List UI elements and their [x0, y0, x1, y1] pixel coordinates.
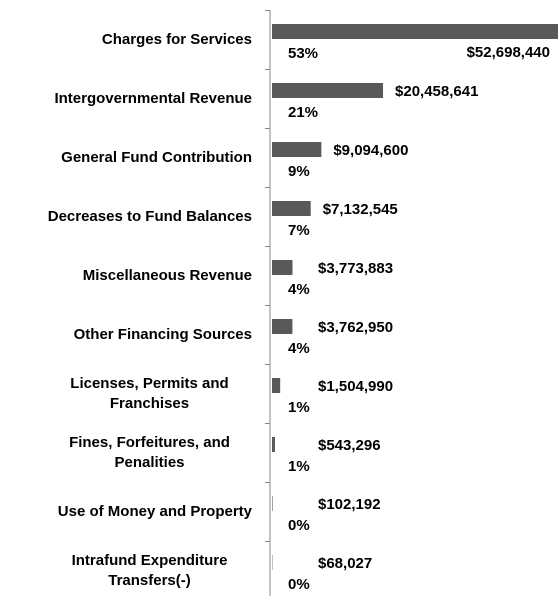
- share-label: 53%: [288, 45, 318, 62]
- value-label: $102,192: [318, 496, 381, 513]
- category-label: Miscellaneous Revenue: [2, 266, 252, 286]
- bar: [272, 201, 311, 216]
- bar: [272, 496, 273, 511]
- share-label: 9%: [288, 163, 310, 180]
- share-label: 7%: [288, 222, 310, 239]
- bar: [272, 437, 275, 452]
- category-label: General Fund Contribution: [2, 148, 252, 168]
- category-label: Decreases to Fund Balances: [2, 207, 252, 227]
- category-label: Charges for Services: [2, 30, 252, 50]
- category-text: Decreases to Fund Balances: [47, 208, 252, 225]
- category-text: Charges for Services: [101, 31, 252, 48]
- bar: [272, 378, 281, 393]
- category-text: General Fund Contribution: [61, 149, 252, 166]
- category-label: Intrafund Expenditure Transfers(-): [2, 551, 252, 591]
- bar: [272, 319, 293, 334]
- category-label: Use of Money and Property: [2, 502, 252, 522]
- category-text: Intrafund Expenditure Transfers(-): [71, 552, 228, 589]
- bar: [272, 260, 293, 275]
- value-label: $3,762,950: [318, 319, 393, 336]
- value-label: $543,296: [318, 437, 381, 454]
- category-text: Other Financing Sources: [73, 326, 252, 343]
- share-label: 4%: [288, 281, 310, 298]
- value-label: $20,458,641: [395, 83, 478, 100]
- share-label: 0%: [288, 576, 310, 593]
- category-label: Intergovernmental Revenue: [2, 89, 252, 109]
- value-label: $3,773,883: [318, 260, 393, 277]
- category-label: Licenses, Permits and Franchises: [2, 374, 252, 414]
- bar: [272, 24, 558, 39]
- category-label: Other Financing Sources: [2, 325, 252, 345]
- category-label: Fines, Forfeitures, and Penalities: [2, 433, 252, 473]
- category-text: Licenses, Permits and Franchises: [70, 375, 229, 412]
- category-text: Use of Money and Property: [57, 503, 252, 520]
- share-label: 4%: [288, 340, 310, 357]
- category-text: Miscellaneous Revenue: [82, 267, 252, 284]
- share-label: 1%: [288, 399, 310, 416]
- category-text: Intergovernmental Revenue: [54, 90, 252, 107]
- share-label: 21%: [288, 104, 318, 121]
- share-label: 0%: [288, 517, 310, 534]
- value-label: $9,094,600: [333, 142, 408, 159]
- bar: [272, 83, 384, 98]
- value-label: $52,698,440: [467, 44, 550, 61]
- value-label: $1,504,990: [318, 378, 393, 395]
- value-label: $68,027: [318, 555, 372, 572]
- bar: [272, 142, 322, 157]
- share-label: 1%: [288, 458, 310, 475]
- category-text: Fines, Forfeitures, and Penalities: [69, 434, 230, 471]
- value-label: $7,132,545: [323, 201, 398, 218]
